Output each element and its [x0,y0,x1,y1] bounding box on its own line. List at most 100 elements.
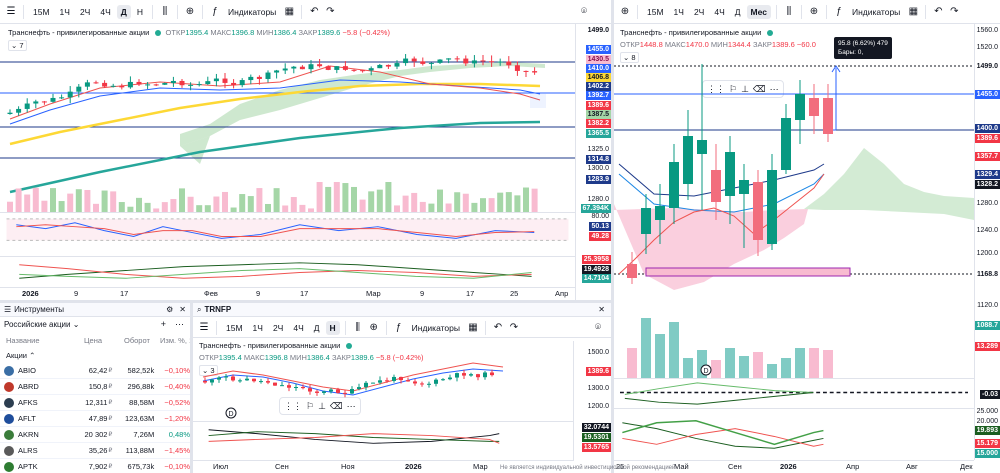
camera-icon[interactable]: ⌾ [581,6,587,17]
candle [351,69,357,71]
timeframe-4h[interactable]: 4Ч [714,6,725,17]
main-price-axis[interactable]: 1499.0 1455.0 1430.5 1410.0 1406.8 1402.… [575,24,611,300]
more-icon[interactable]: ⋯ [346,400,356,411]
timeframe-2h[interactable]: 2Ч [272,322,284,333]
menu-icon[interactable]: ⊕ [620,6,630,17]
timeframe-4h[interactable]: 4Ч [293,322,304,333]
main-volume-pane [7,182,538,212]
watchlist-section[interactable]: Акции ⌃ [6,351,36,360]
trash-icon[interactable]: ⌫ [329,400,343,411]
price: 35,26 [88,446,108,455]
timeframe-2h[interactable]: 2Ч [79,6,91,17]
indicators-icon[interactable]: ƒ [212,6,218,17]
trash-icon[interactable]: ⌫ [752,83,766,94]
watchlist-row[interactable]: APTK 7,902 ₽675,73k −0,10% [0,459,190,473]
templates-icon[interactable]: ▦ [908,6,919,17]
osc-tag: 13.5765 [581,443,611,452]
currency: ₽ [108,416,113,422]
long-position-icon[interactable]: ⊥ [318,400,326,411]
column-price[interactable]: Цена [84,336,103,345]
volume-bar [767,364,777,378]
symbol-tab[interactable]: TRNFP [204,305,232,314]
indicators-button[interactable]: Индикаторы [411,322,460,333]
candle [428,62,434,64]
indicators-collapse-toggle[interactable]: ⌄ 8 [620,52,639,63]
column-change[interactable]: Изм. %, 1д [160,336,190,345]
indicators-button[interactable]: Индикаторы [851,6,901,17]
timeframe-w[interactable]: Н [136,6,143,17]
candles-icon[interactable]: ⫼ [786,6,792,17]
timeframe-d[interactable]: Д [313,322,320,333]
watchlist-row[interactable]: ABIO 62,42 ₽582,52k −0,10% [0,363,190,379]
timeframe-d[interactable]: Д [734,6,741,17]
indicators-button[interactable]: Индикаторы [227,6,277,17]
templates-icon[interactable]: ▦ [284,6,295,17]
timeframe-15m[interactable]: 15М [647,6,664,17]
settings-icon[interactable]: ⚙ [166,305,174,314]
add-compare-icon[interactable]: ⊕ [809,6,819,17]
menu-icon[interactable]: ☰ [6,6,16,17]
right-time-axis[interactable]: 25 Май Сен 2026 Апр Авг Дек [614,460,974,471]
candles-icon[interactable]: ⫼ [355,322,360,333]
column-name[interactable]: Название [6,336,40,345]
list-selector[interactable]: Российские акции ⌄ [4,320,80,329]
add-compare-icon[interactable]: ⊕ [369,322,378,333]
indicators-icon[interactable]: ƒ [395,322,402,333]
redo-icon[interactable]: ↷ [326,6,335,17]
candle [334,66,340,70]
indicators-collapse-toggle[interactable]: ⌄ 7 [8,40,27,51]
mini-time-axis[interactable]: Июл Сен Ноя 2026 Мар [193,460,573,473]
watchlist-row[interactable]: AKRN 20 302 ₽7,26M 0,48% [0,427,190,443]
volume-bar [437,189,443,212]
timeframe-w[interactable]: Н [325,320,340,335]
column-turnover[interactable]: Оборот [124,336,150,345]
undo-icon[interactable]: ↶ [934,6,943,17]
candle [420,61,426,64]
drag-handle-icon[interactable]: ⋮⋮ [707,83,725,94]
add-compare-icon[interactable]: ⊕ [185,6,195,17]
watchlist-row[interactable]: ALRS 35,26 ₽113,88M −1,45% [0,443,190,459]
timeframe-2h[interactable]: 2Ч [693,6,705,17]
flag-icon[interactable]: ⚐ [729,83,738,94]
camera-icon[interactable]: ⌾ [595,322,601,333]
close-icon[interactable]: ✕ [179,305,186,314]
add-symbol-button[interactable]: + [160,319,166,329]
change: −1,45% [164,446,190,455]
search-icon[interactable]: ⌕ [197,304,202,314]
turnover: 675,73k [127,462,155,471]
watchlist-row[interactable]: AFKS 12,311 ₽88,58M −0,52% [0,395,190,411]
menu-icon[interactable]: ☰ [199,322,209,333]
redo-icon[interactable]: ↷ [950,6,959,17]
candle [301,387,305,389]
long-position-icon[interactable]: ⊥ [741,83,749,94]
more-options-icon[interactable]: ⋯ [175,319,184,329]
right-price-pane[interactable] [614,24,974,314]
timeframe-15m[interactable]: 15М [226,322,243,333]
timeframe-month[interactable]: Мес [746,4,771,19]
indicators-icon[interactable]: ƒ [836,6,842,17]
flag-icon[interactable]: ⚐ [306,400,315,411]
drawing-float-toolbar[interactable]: ⋮⋮ ⚐ ⊥ ⌫ ⋯ [279,397,361,415]
mini-price-axis[interactable]: 1500.0 1389.6 1300.0 1200.0 32.0744 19.5… [573,341,611,461]
watchlist-row[interactable]: AFLT 47,89 ₽123,63M −1,20% [0,411,190,427]
timeframe-15m[interactable]: 15М [33,6,50,17]
undo-icon[interactable]: ↶ [310,6,319,17]
undo-icon[interactable]: ↶ [493,322,503,333]
mini-price-pane[interactable]: D [193,341,573,421]
main-price-pane[interactable] [0,24,575,200]
right-price-axis[interactable]: 1560.0 1520.0 1499.0 1455.0 1400.0 1389.… [974,24,1000,460]
timeframe-1h[interactable]: 1Ч [59,6,70,17]
timeframe-1h[interactable]: 1Ч [252,322,263,333]
redo-icon[interactable]: ↷ [509,322,519,333]
drag-handle-icon[interactable]: ⋮⋮ [284,400,302,411]
timeframe-d[interactable]: Д [116,4,131,19]
watchlist-row[interactable]: ABRD 150,8 ₽296,88k −0,40% [0,379,190,395]
timeframe-4h[interactable]: 4Ч [100,6,111,17]
close-icon[interactable]: ✕ [598,305,605,314]
more-icon[interactable]: ⋯ [769,83,779,94]
candles-icon[interactable]: ⫼ [162,6,168,17]
timeframe-1h[interactable]: 1Ч [673,6,684,17]
templates-icon[interactable]: ▦ [468,322,478,333]
price-tag: 1357.7 [974,152,1000,161]
main-time-axis[interactable]: 2026 9 17 Фев 9 17 Мар 9 17 25 Апр [0,287,575,300]
